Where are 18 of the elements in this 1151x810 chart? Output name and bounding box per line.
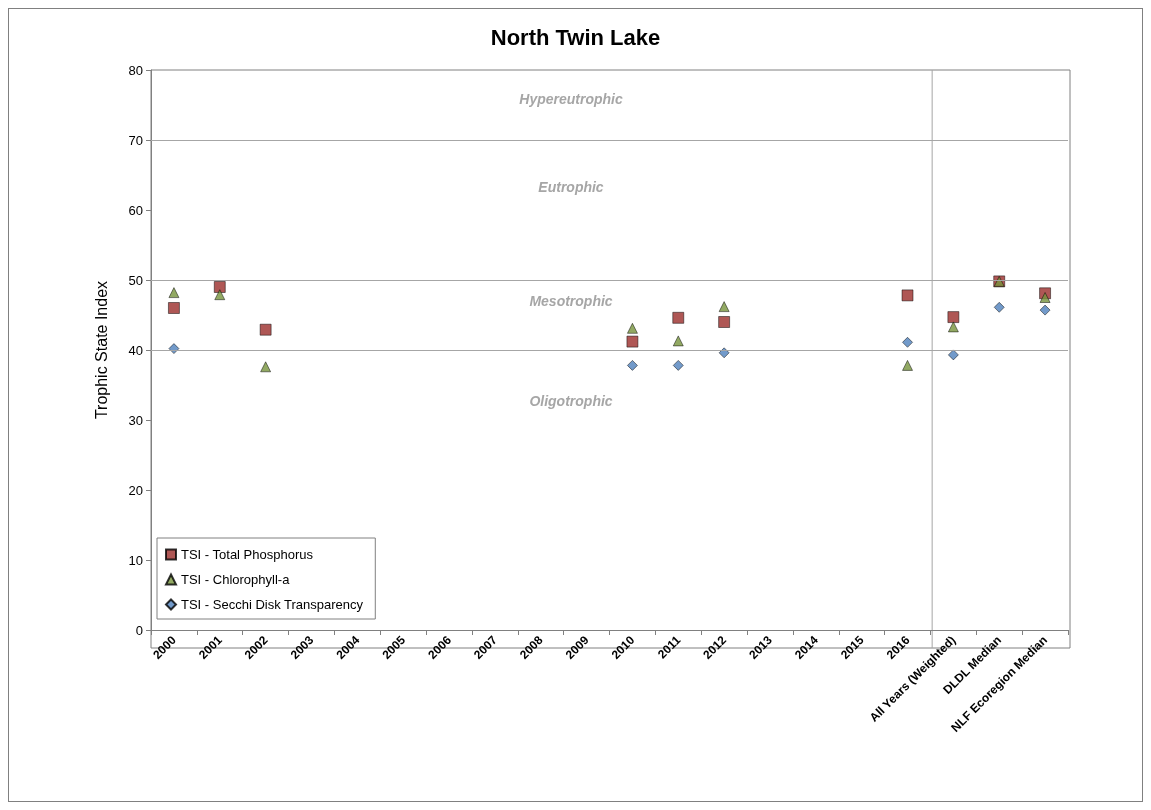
chart-title: North Twin Lake bbox=[490, 24, 661, 50]
legend-label: TSI - Total Phosphorus bbox=[181, 547, 314, 562]
y-tick-label: 60 bbox=[128, 202, 143, 218]
y-tick-label: 20 bbox=[128, 482, 143, 498]
legend-label: TSI - Chlorophyll-a bbox=[181, 572, 291, 587]
annotation: Oligotrophic bbox=[529, 393, 613, 409]
y-tick-label: 0 bbox=[135, 622, 143, 638]
annotation: Mesotrophic bbox=[529, 293, 613, 309]
y-axis-title: Trophic State Index bbox=[92, 280, 110, 420]
y-tick-label: 30 bbox=[128, 412, 143, 428]
legend-label: TSI - Secchi Disk Transparency bbox=[181, 597, 364, 612]
y-tick-label: 40 bbox=[128, 342, 143, 358]
annotation: Hypereutrophic bbox=[519, 91, 623, 107]
y-tick-label: 50 bbox=[128, 272, 143, 288]
y-tick-label: 70 bbox=[128, 132, 143, 148]
y-tick-label: 10 bbox=[128, 552, 143, 568]
annotation: Eutrophic bbox=[538, 179, 604, 195]
y-tick-label: 80 bbox=[128, 62, 143, 78]
